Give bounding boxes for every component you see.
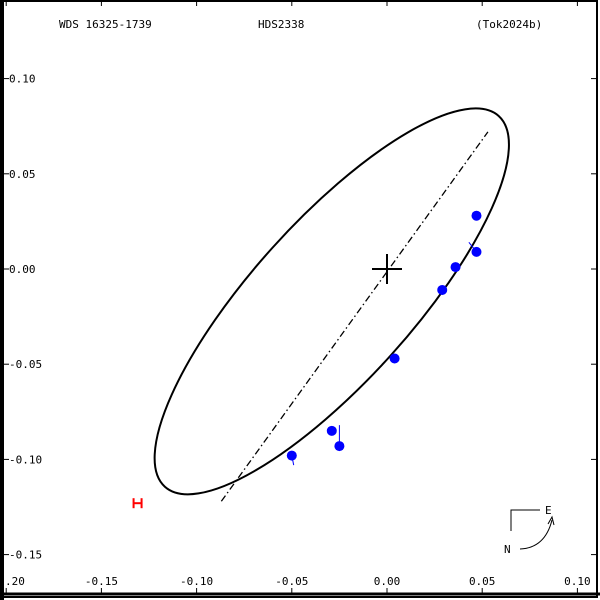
discoverer-label: HDS2338 bbox=[258, 18, 304, 31]
y-tick-label: -0.15 bbox=[9, 549, 42, 562]
x-tick-label: -0.15 bbox=[85, 575, 118, 588]
wds-id-label: WDS 16325-1739 bbox=[59, 18, 152, 31]
compass-arrowhead-icon bbox=[547, 515, 555, 526]
observation-point bbox=[450, 262, 461, 273]
x-tick-label: 0.10 bbox=[564, 575, 591, 588]
reference-label: (Tok2024b) bbox=[476, 18, 542, 31]
y-tick-label: -0.05 bbox=[9, 358, 42, 371]
axis-tick-labels: .20 -0.15 -0.10 -0.05 0.00 0.05 0.10 0.10 0.05 0.… bbox=[5, 73, 591, 588]
observation-points bbox=[286, 210, 482, 461]
x-tick-label: .20 bbox=[5, 575, 25, 588]
line-of-nodes bbox=[220, 131, 489, 502]
compass-rotation-arrow-icon bbox=[519, 519, 553, 550]
observation-point bbox=[389, 353, 400, 364]
x-tick-label: 0.05 bbox=[469, 575, 496, 588]
y-tick-label: 0.10 bbox=[9, 73, 36, 86]
observation-point bbox=[326, 425, 337, 436]
axis-ticks bbox=[3, 0, 597, 594]
y-tick-label: -0.10 bbox=[9, 453, 42, 466]
observation-point bbox=[334, 441, 345, 452]
periastron-marker-icon bbox=[132, 498, 143, 509]
residual-lines bbox=[291, 213, 477, 466]
observation-point bbox=[286, 450, 297, 461]
compass-east-label: E bbox=[545, 504, 552, 517]
observation-point bbox=[471, 246, 482, 257]
observation-point bbox=[471, 210, 482, 221]
orbit-ellipse bbox=[153, 107, 510, 496]
observation-point bbox=[437, 284, 448, 295]
y-tick-label: 0.05 bbox=[9, 168, 36, 181]
compass-axes-icon bbox=[510, 509, 540, 531]
x-tick-label: 0.00 bbox=[374, 575, 401, 588]
x-tick-label: -0.10 bbox=[180, 575, 213, 588]
primary-star-cross-icon bbox=[372, 254, 402, 284]
compass-north-label: N bbox=[504, 543, 511, 556]
y-tick-label: 0.00 bbox=[9, 263, 36, 276]
x-tick-label: -0.05 bbox=[275, 575, 308, 588]
compass: E N bbox=[504, 504, 555, 556]
